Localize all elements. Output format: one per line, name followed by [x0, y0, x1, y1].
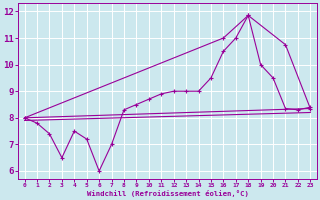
X-axis label: Windchill (Refroidissement éolien,°C): Windchill (Refroidissement éolien,°C): [86, 190, 248, 197]
